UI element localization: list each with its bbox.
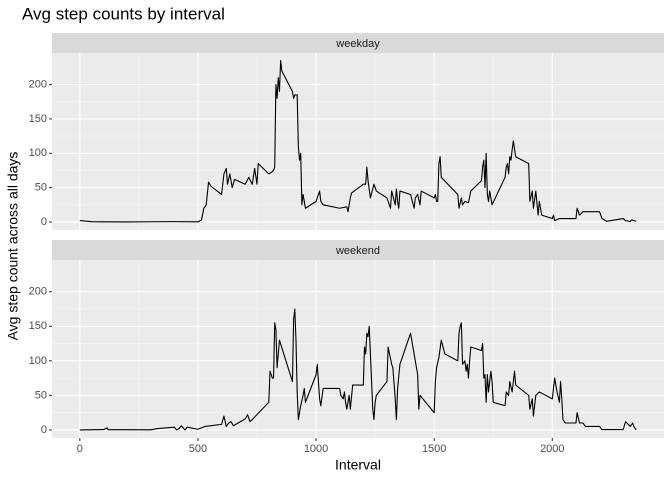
y-tick-label: 100 — [29, 355, 47, 367]
y-tick-label: 150 — [29, 113, 47, 125]
panel-background — [52, 53, 664, 230]
y-tick-label: 0 — [41, 424, 47, 436]
y-axis-label: Avg step count across all days — [5, 152, 21, 341]
panel-background — [52, 260, 664, 438]
facet-strip — [52, 240, 664, 260]
x-tick-label: 2000 — [540, 443, 564, 455]
y-tick-label: 50 — [35, 389, 47, 401]
x-tick-label: 500 — [189, 443, 207, 455]
y-tick-label: 200 — [29, 286, 47, 298]
facet-label: weekday — [335, 38, 380, 50]
facet-label: weekend — [335, 245, 380, 257]
y-tick-label: 150 — [29, 320, 47, 332]
x-tick-label: 1500 — [422, 443, 446, 455]
facet-strip — [52, 33, 664, 53]
y-tick-label: 0 — [41, 216, 47, 228]
y-tick-label: 200 — [29, 79, 47, 91]
y-tick-label: 50 — [35, 182, 47, 194]
data-line — [79, 60, 637, 223]
y-tick-label: 100 — [29, 147, 47, 159]
data-line — [79, 308, 637, 431]
chart-title: Avg step counts by interval — [22, 4, 225, 23]
x-tick-label: 1000 — [304, 443, 328, 455]
x-tick-label: 0 — [77, 443, 83, 455]
x-axis-label: Interval — [335, 457, 381, 473]
